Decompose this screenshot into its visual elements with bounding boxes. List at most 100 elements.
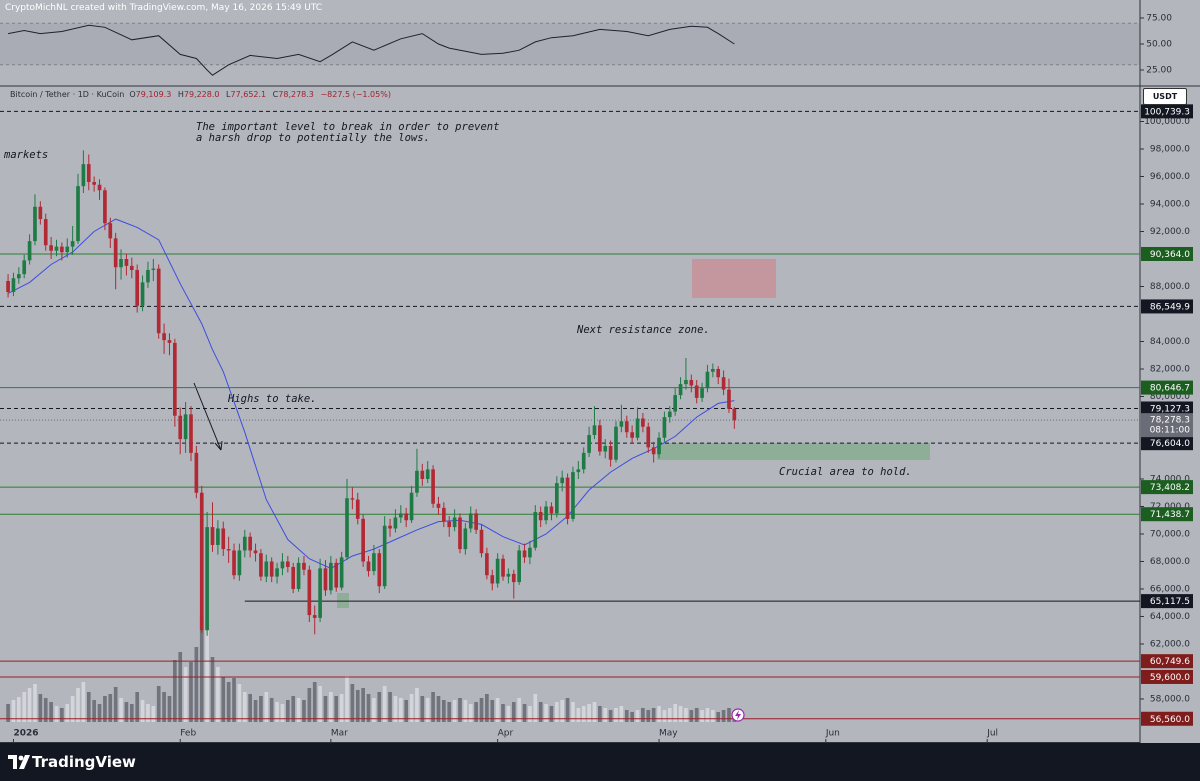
candle-body <box>156 268 161 334</box>
candle-body <box>65 246 70 253</box>
y-tick-label: 74,000.0 <box>1150 474 1190 484</box>
candle-body <box>17 274 21 279</box>
candle-body <box>366 561 371 572</box>
symbol-legend: Bitcoin / Tether · 1D · KuCoin O79,109.3… <box>10 90 395 99</box>
rsi-tick-label: 50.00 <box>1146 39 1172 49</box>
candle-body <box>474 513 478 530</box>
volume-bar <box>108 694 113 722</box>
candle-body <box>345 498 349 558</box>
volume-bar <box>334 696 339 722</box>
candle-body <box>425 469 430 479</box>
price-tag <box>1141 594 1193 609</box>
candle-body <box>291 566 296 589</box>
volume-bar <box>275 702 279 722</box>
volume-bar <box>86 692 91 722</box>
annotation: Highs to take. <box>228 393 317 405</box>
volume-bar <box>571 702 575 722</box>
replay-icon <box>731 708 745 722</box>
candle-body <box>339 557 344 588</box>
ohlc-value: 77,652.1 <box>230 90 267 99</box>
candle-body <box>162 333 166 341</box>
candle-body <box>135 269 140 306</box>
y-tick-label: 80,000.0 <box>1150 392 1190 402</box>
volume-bar <box>603 708 608 722</box>
y-tick-label: 58,000.0 <box>1150 694 1190 704</box>
volume-bar <box>657 706 661 722</box>
resistance-zone <box>692 259 776 298</box>
y-tick-label: 62,000.0 <box>1150 639 1190 649</box>
candle-body <box>485 553 489 576</box>
candle-body <box>92 182 96 185</box>
candle-body <box>113 238 118 268</box>
volume-bar <box>727 708 731 722</box>
volume-bar <box>544 704 548 722</box>
axes: 75.00 50.00 25.00 100,000.0 98,000.0 96,000.0… <box>0 13 1190 742</box>
candle-body <box>544 506 548 521</box>
candle-body <box>194 452 199 493</box>
candle-body <box>318 568 322 618</box>
candle-body <box>151 268 156 270</box>
candle-body <box>608 445 613 460</box>
volume-bar <box>678 706 683 722</box>
candle-body <box>528 547 532 558</box>
volume-bar <box>673 704 678 722</box>
y-tick-label: 100,000.0 <box>1144 117 1190 127</box>
countdown: 08:11:00 <box>1150 426 1191 436</box>
candle-body <box>103 190 107 224</box>
candle-body <box>302 562 306 570</box>
candle-body <box>463 528 468 550</box>
volume-bar <box>232 678 236 722</box>
candle-body <box>86 164 91 183</box>
volume-bar <box>183 667 188 722</box>
volume-bar <box>81 682 86 722</box>
volume-bar <box>65 704 70 722</box>
volume-bar <box>485 694 489 722</box>
brand-logo <box>8 755 30 769</box>
candle-body <box>592 425 597 435</box>
currency-button[interactable]: USDT <box>1143 88 1187 105</box>
volume-bar <box>560 700 565 722</box>
candle-body <box>576 469 581 473</box>
volume-bar <box>38 694 43 722</box>
volume-bar <box>345 676 349 722</box>
candle-body <box>420 470 425 479</box>
candle-body <box>129 265 134 270</box>
price-tag-label: 80,646.7 <box>1150 384 1190 394</box>
volume-bar <box>442 700 446 722</box>
volume-bar <box>694 708 699 722</box>
volume-bar <box>565 698 570 722</box>
volume-bar <box>355 690 360 722</box>
small-zone <box>337 593 349 608</box>
candle-body <box>81 164 86 187</box>
candle-body <box>711 368 715 372</box>
volume-bar <box>318 686 322 722</box>
x-tick-label: Jun <box>825 729 840 739</box>
volume-bar <box>549 706 554 722</box>
candle-body <box>388 525 392 529</box>
candle-body <box>641 418 645 427</box>
candle-body <box>33 206 37 242</box>
volume-bar <box>237 684 242 722</box>
volume-bar <box>6 704 10 722</box>
volume-bar <box>452 700 457 722</box>
volume-bar <box>716 712 721 722</box>
candle-body <box>334 562 339 588</box>
price-tag <box>1141 380 1193 395</box>
volume-bar <box>226 682 231 722</box>
y-tick-label: 64,000.0 <box>1150 612 1190 622</box>
volume-bar <box>361 688 365 722</box>
volume-bar <box>54 706 59 722</box>
footer: TradingView <box>0 743 1200 781</box>
price-tag-label: 90,364.0 <box>1150 250 1190 260</box>
volume-bar <box>458 698 462 722</box>
price-tag <box>1141 246 1193 261</box>
volume-bar <box>285 700 290 722</box>
volume-bar <box>372 698 376 722</box>
volume-bar <box>404 700 409 722</box>
volume-bar <box>614 708 618 722</box>
support-zone <box>657 443 930 460</box>
y-tick-label: 94,000.0 <box>1150 200 1190 210</box>
annotation: a harsh drop to potentially the lows. <box>196 132 430 144</box>
price-tags: 100,739.3 90,364.0 86,549.9 80,646.7 79,127.… <box>1141 104 1193 726</box>
candle-body <box>673 395 678 412</box>
